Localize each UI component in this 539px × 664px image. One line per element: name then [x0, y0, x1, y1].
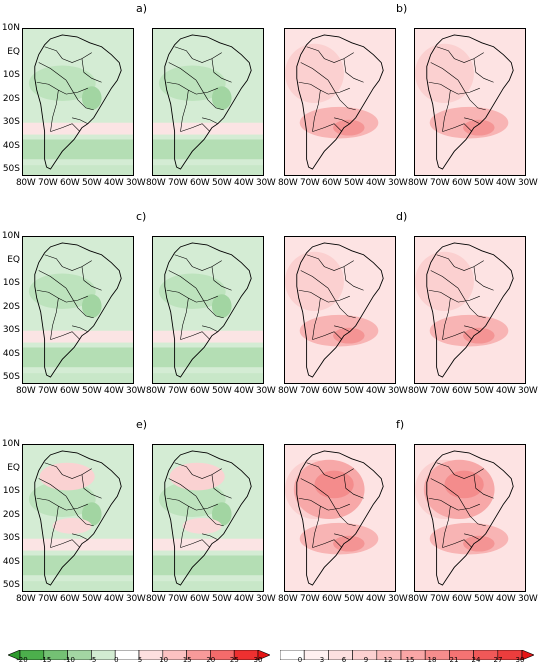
lat-axis-label: 10N	[0, 231, 20, 241]
panel-label-a: a)	[136, 2, 147, 15]
lat-axis-label: 10S	[0, 70, 20, 80]
colorbar-tick-label: 21	[450, 656, 459, 664]
colorbar-tick-label: 0	[114, 656, 118, 664]
panel-label-d: d)	[396, 210, 407, 223]
lat-axis-label: 30S	[0, 533, 20, 543]
colorbar-tick-label: -5	[89, 656, 96, 664]
map-panel	[22, 28, 134, 176]
colorbar-tick-label: -20	[16, 656, 27, 664]
lat-axis-label: 20S	[0, 94, 20, 104]
lat-axis-label: 50S	[0, 372, 20, 382]
map-panel	[284, 236, 396, 384]
colorbar-right	[280, 645, 534, 655]
colorbar-left	[8, 645, 270, 655]
lat-axis-label: 40S	[0, 141, 20, 151]
colorbar-tick-label: 9	[364, 656, 368, 664]
map-panel	[152, 444, 264, 592]
colorbar-tick-label: -15	[40, 656, 51, 664]
map-panel	[22, 236, 134, 384]
colorbar-tick-label: 20	[206, 656, 215, 664]
colorbar-tick-label: 5	[138, 656, 142, 664]
colorbar-tick-label: 25	[230, 656, 239, 664]
lon-axis-labels: 80W 70W 60W 50W 40W 30W	[278, 594, 408, 604]
lat-axis-label: 10S	[0, 486, 20, 496]
lat-axis-label: 20S	[0, 510, 20, 520]
panel-label-f: f)	[396, 418, 404, 431]
lat-axis-label: 50S	[0, 580, 20, 590]
lon-axis-labels: 80W 70W 60W 50W 40W 30W	[278, 178, 408, 188]
lat-axis-label: 10S	[0, 278, 20, 288]
lon-axis-labels: 80W 70W 60W 50W 40W 30W	[408, 178, 538, 188]
lon-axis-labels: 80W 70W 60W 50W 40W 30W	[16, 386, 146, 396]
colorbar-tick-label: 30	[516, 656, 525, 664]
lon-axis-labels: 80W 70W 60W 50W 40W 30W	[408, 594, 538, 604]
lat-axis-label: 30S	[0, 325, 20, 335]
colorbar-tick-label: 12	[384, 656, 393, 664]
lat-axis-label: EQ	[0, 255, 20, 265]
map-panel	[284, 28, 396, 176]
lon-axis-labels: 80W 70W 60W 50W 40W 30W	[146, 178, 276, 188]
lat-axis-label: EQ	[0, 47, 20, 57]
colorbar-tick-label: 15	[183, 656, 192, 664]
colorbar-tick-label: 10	[159, 656, 168, 664]
panel-label-e: e)	[136, 418, 147, 431]
panel-label-c: c)	[136, 210, 146, 223]
map-panel	[414, 236, 526, 384]
lon-axis-labels: 80W 70W 60W 50W 40W 30W	[146, 594, 276, 604]
colorbar-tick-label: 24	[472, 656, 481, 664]
lat-axis-label: EQ	[0, 463, 20, 473]
lon-axis-labels: 80W 70W 60W 50W 40W 30W	[408, 386, 538, 396]
colorbar-tick-label: 27	[494, 656, 503, 664]
colorbar-tick-label: 0	[298, 656, 302, 664]
lon-axis-labels: 80W 70W 60W 50W 40W 30W	[16, 178, 146, 188]
map-panel	[284, 444, 396, 592]
map-panel	[414, 28, 526, 176]
colorbar-tick-label: 15	[406, 656, 415, 664]
lat-axis-label: 50S	[0, 164, 20, 174]
lon-axis-labels: 80W 70W 60W 50W 40W 30W	[16, 594, 146, 604]
colorbar-tick-label: -10	[63, 656, 74, 664]
lat-axis-label: 40S	[0, 557, 20, 567]
map-panel	[414, 444, 526, 592]
colorbar-tick-label: 6	[342, 656, 346, 664]
colorbar-tick-label: 30	[254, 656, 263, 664]
lon-axis-labels: 80W 70W 60W 50W 40W 30W	[278, 386, 408, 396]
map-panel	[152, 236, 264, 384]
lon-axis-labels: 80W 70W 60W 50W 40W 30W	[146, 386, 276, 396]
lat-axis-label: 20S	[0, 302, 20, 312]
colorbar-tick-label: 18	[428, 656, 437, 664]
colorbar-tick-label: 3	[320, 656, 324, 664]
lat-axis-label: 30S	[0, 117, 20, 127]
lat-axis-label: 10N	[0, 439, 20, 449]
map-panel	[152, 28, 264, 176]
panel-label-b: b)	[396, 2, 407, 15]
lat-axis-label: 40S	[0, 349, 20, 359]
map-panel	[22, 444, 134, 592]
lat-axis-label: 10N	[0, 23, 20, 33]
